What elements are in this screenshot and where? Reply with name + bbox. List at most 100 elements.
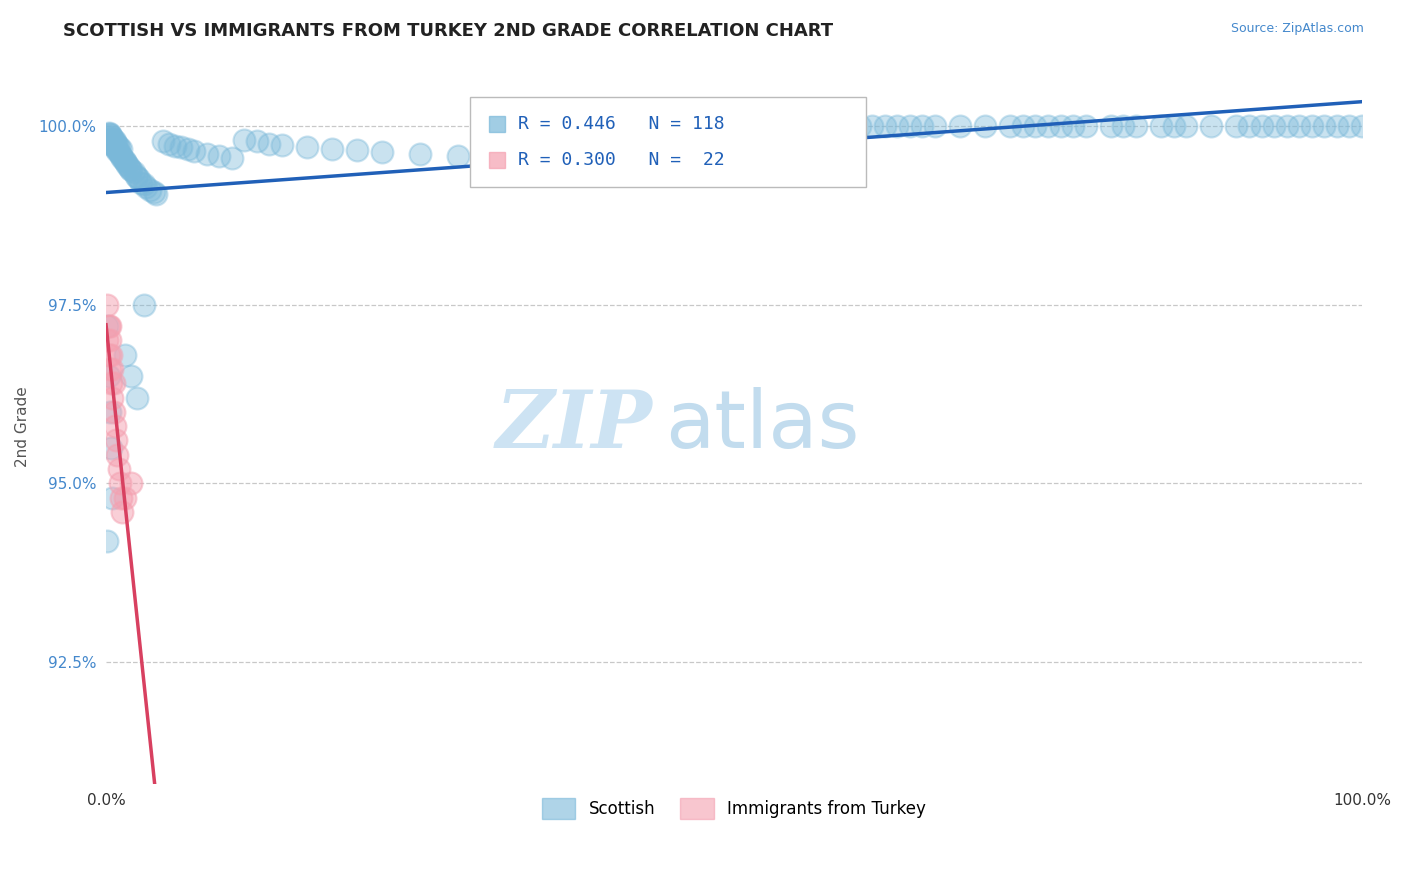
Point (860, 119, 883, 133)
Point (1125, 119, 1147, 133)
Point (96, 318, 118, 333)
Text: ZIP: ZIP (495, 387, 652, 465)
Point (1339, 119, 1361, 133)
Point (104, 419, 127, 434)
Point (165, 138, 187, 153)
Point (598, 119, 620, 133)
Point (898, 119, 921, 133)
Point (1288, 119, 1310, 133)
Point (105, 448, 128, 462)
Point (233, 133, 256, 147)
Point (97, 126, 120, 140)
Point (135, 179, 157, 194)
Point (911, 119, 934, 133)
Point (100, 376, 122, 391)
Point (110, 142, 132, 156)
Point (97, 318, 120, 333)
Point (97, 348, 120, 362)
Point (1099, 119, 1122, 133)
Point (107, 140, 129, 154)
Point (122, 165, 145, 179)
Point (125, 169, 148, 183)
Point (110, 149, 132, 163)
Point (1012, 119, 1035, 133)
Point (101, 491, 124, 505)
Point (1263, 119, 1285, 133)
Point (118, 160, 141, 174)
Point (142, 185, 165, 199)
Point (101, 391, 124, 405)
Point (471, 120, 494, 134)
Point (111, 505, 134, 519)
Point (321, 142, 343, 156)
Point (447, 149, 470, 163)
Point (848, 119, 870, 133)
Point (974, 119, 997, 133)
Point (110, 491, 132, 505)
Point (96, 533, 118, 548)
Point (208, 149, 231, 163)
Point (112, 153, 135, 167)
Point (114, 348, 136, 362)
Point (157, 136, 180, 151)
Point (1351, 119, 1374, 133)
Point (835, 119, 858, 133)
Point (108, 476, 131, 491)
Point (195, 147, 218, 161)
Point (115, 156, 138, 170)
Point (97, 369, 120, 384)
Point (98, 318, 121, 333)
Point (246, 135, 269, 149)
Point (103, 376, 125, 391)
Point (270, 138, 292, 153)
FancyBboxPatch shape (470, 97, 866, 186)
Point (1175, 119, 1198, 133)
Point (799, 119, 821, 133)
Point (623, 119, 645, 133)
Point (105, 138, 128, 153)
Point (1049, 119, 1071, 133)
Point (723, 119, 745, 133)
Text: SCOTTISH VS IMMIGRANTS FROM TURKEY 2ND GRADE CORRELATION CHART: SCOTTISH VS IMMIGRANTS FROM TURKEY 2ND G… (63, 22, 834, 40)
Text: Source: ZipAtlas.com: Source: ZipAtlas.com (1230, 22, 1364, 36)
Point (107, 462, 129, 476)
Point (132, 297, 155, 311)
Point (105, 144, 128, 158)
Point (101, 136, 124, 151)
Y-axis label: 2nd Grade: 2nd Grade (15, 385, 30, 467)
Point (98, 334, 121, 348)
Point (183, 144, 205, 158)
Point (104, 135, 127, 149)
Point (114, 154, 136, 169)
Point (98, 362, 121, 376)
Point (496, 120, 519, 134)
Point (127, 170, 149, 185)
Point (659, 119, 682, 133)
Point (132, 178, 155, 192)
Point (111, 151, 134, 165)
Point (96, 129, 118, 144)
Point (105, 142, 128, 156)
Point (259, 136, 281, 151)
Point (101, 131, 124, 145)
Point (96, 334, 118, 348)
Point (1000, 119, 1022, 133)
Point (873, 119, 896, 133)
Point (128, 172, 150, 186)
Point (127, 391, 149, 405)
Point (1062, 119, 1084, 133)
Point (118, 161, 141, 176)
Point (1275, 119, 1298, 133)
Point (117, 158, 139, 172)
Point (1301, 119, 1323, 133)
Point (1163, 119, 1185, 133)
Point (100, 135, 122, 149)
Point (761, 119, 783, 133)
Point (1225, 119, 1247, 133)
Point (105, 136, 128, 151)
Point (152, 135, 174, 149)
Legend: Scottish, Immigrants from Turkey: Scottish, Immigrants from Turkey (536, 792, 932, 825)
Point (1237, 119, 1260, 133)
Text: R = 0.300   N =  22: R = 0.300 N = 22 (517, 151, 724, 169)
Point (295, 140, 318, 154)
